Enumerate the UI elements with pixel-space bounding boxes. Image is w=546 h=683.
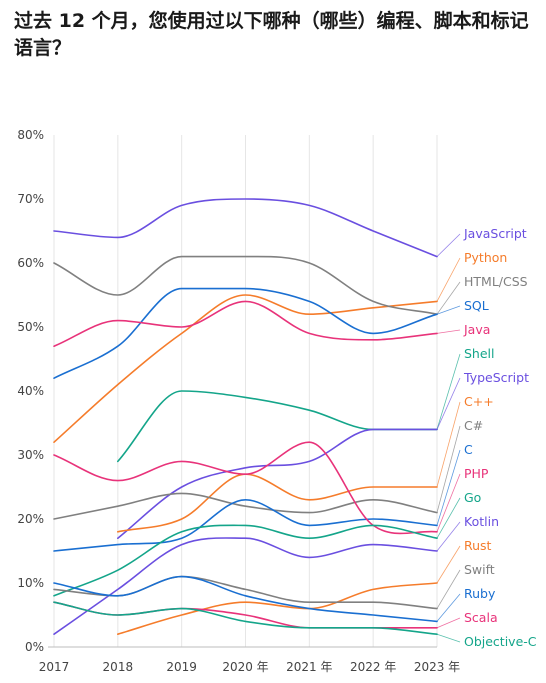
y-axis: 0% 10% 20% 30% 40% 50% 60% 70% 80%: [17, 128, 44, 654]
series-line-shell: [117, 390, 438, 463]
y-tick-label: 30%: [17, 448, 44, 462]
series-line-ruby: [53, 575, 438, 623]
legend-leader-swift: [436, 569, 461, 609]
legend-label-go: Go: [464, 490, 481, 505]
legend-label-csharp: C#: [464, 418, 483, 433]
y-tick-label: 80%: [17, 128, 44, 142]
x-tick-label: 2017: [39, 660, 70, 674]
legend-leader-scala: [436, 617, 461, 629]
series-lines: [53, 198, 438, 635]
legend-label-objective-c: Objective-C: [464, 634, 537, 649]
series-line-c: [53, 499, 438, 552]
legend-label-typescript: TypeScript: [463, 370, 529, 385]
series-line-python: [53, 294, 438, 443]
legend-leader-kotlin: [436, 521, 461, 552]
series-line-go: [53, 524, 438, 597]
legend-label-scala: Scala: [464, 610, 498, 625]
y-tick-label: 60%: [17, 256, 44, 270]
legend-label-c: C: [464, 442, 473, 457]
series-line-kotlin: [53, 537, 438, 635]
y-tick-label: 50%: [17, 320, 44, 334]
x-tick-label: 2022 年: [350, 660, 396, 674]
legend-label-php: PHP: [464, 466, 489, 481]
series-line-objective-c: [53, 601, 438, 635]
legend-leader-c: [436, 449, 461, 526]
y-tick-label: 40%: [17, 384, 44, 398]
legend-leader-rust: [436, 545, 461, 584]
series-line-csharp: [53, 492, 438, 520]
legend-label-shell: Shell: [464, 346, 495, 361]
legend-leader-sql: [436, 305, 461, 315]
legend-label-sql: SQL: [464, 298, 489, 313]
x-tick-label: 2019: [166, 660, 197, 674]
y-tick-label: 0%: [25, 640, 44, 654]
legend-label-swift: Swift: [464, 562, 495, 577]
legend-leader-java: [436, 329, 461, 334]
legend-leader-html-css: [436, 281, 461, 315]
legend: JavaScript Python HTML/CSS SQL Java Shell Type…: [436, 226, 537, 649]
legend-leader-ruby: [436, 593, 461, 622]
x-tick-label: 2023 年: [414, 660, 460, 674]
legend-label-javascript: JavaScript: [463, 226, 527, 241]
series-line-typescript: [117, 428, 438, 539]
legend-label-java: Java: [463, 322, 490, 337]
x-tick-label: 2021 年: [286, 660, 332, 674]
legend-leader-go: [436, 497, 461, 539]
legend-leader-objective-c: [436, 633, 461, 643]
series-line-rust: [117, 582, 438, 635]
legend-label-rust: Rust: [464, 538, 492, 553]
legend-leader-typescript: [436, 377, 461, 430]
legend-label-ruby: Ruby: [464, 586, 496, 601]
legend-leader-php: [436, 473, 461, 532]
series-line-java: [53, 300, 438, 347]
series-line-sql: [53, 287, 438, 379]
y-tick-label: 70%: [17, 192, 44, 206]
y-tick-label: 20%: [17, 512, 44, 526]
x-tick-label: 2018: [103, 660, 134, 674]
page-title: 过去 12 个月，您使用过以下哪种（哪些）编程、脚本和标记语言？: [14, 10, 529, 59]
legend-leader-csharp: [436, 425, 461, 513]
series-line-html-css: [53, 255, 438, 315]
legend-leader-shell: [436, 353, 461, 430]
series-line-javascript: [53, 198, 438, 258]
legend-leader-javascript: [436, 233, 461, 257]
x-tick-label: 2020 年: [222, 660, 268, 674]
x-axis: 2017 2018 2019 2020 年 2021 年 2022 年 2023 年: [39, 660, 460, 674]
legend-leader-python: [436, 257, 461, 302]
y-tick-label: 10%: [17, 576, 44, 590]
grid-lines: [48, 135, 438, 648]
legend-label-kotlin: Kotlin: [464, 514, 499, 529]
legend-label-cpp: C++: [464, 394, 494, 409]
legend-label-python: Python: [464, 250, 507, 265]
legend-label-html-css: HTML/CSS: [464, 274, 528, 289]
series-line-cpp: [117, 473, 438, 533]
legend-leader-cpp: [436, 401, 461, 488]
